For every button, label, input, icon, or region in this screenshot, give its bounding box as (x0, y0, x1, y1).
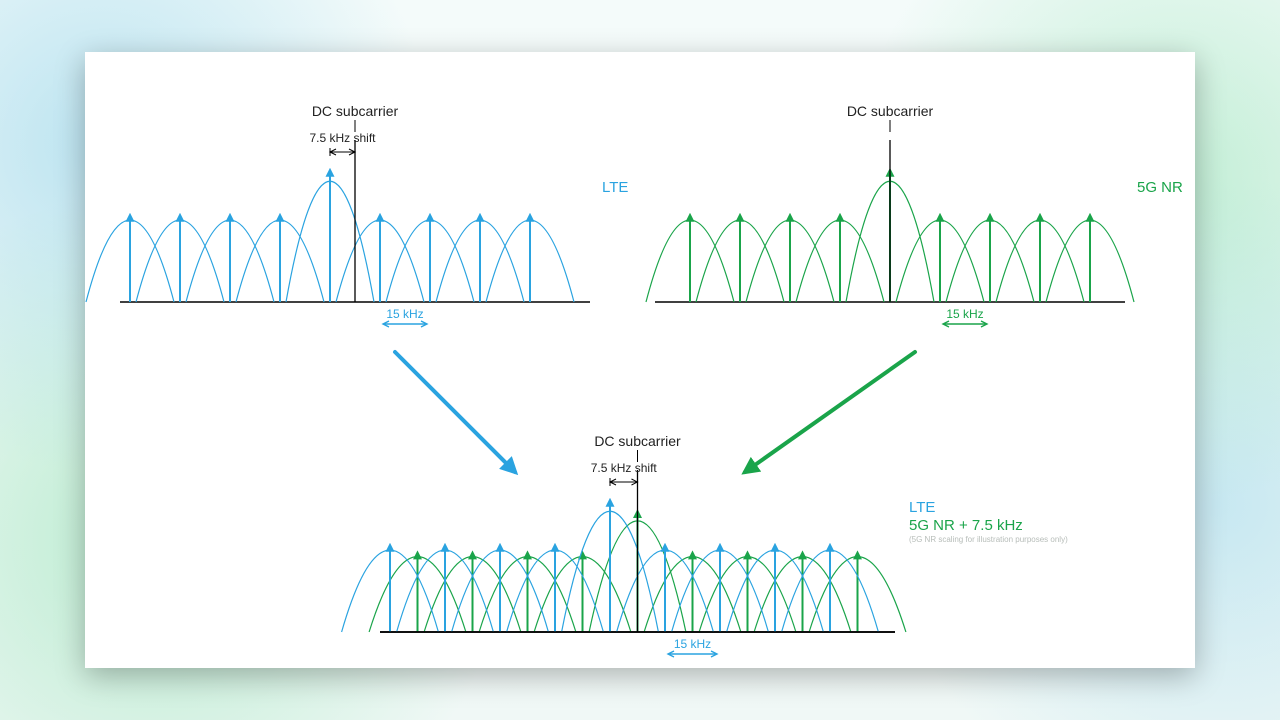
svg-text:LTE: LTE (602, 179, 628, 196)
svg-text:DC subcarrier: DC subcarrier (594, 433, 681, 449)
svg-text:15 kHz: 15 kHz (946, 307, 983, 321)
svg-text:7.5 kHz shift: 7.5 kHz shift (309, 131, 376, 145)
svg-text:15 kHz: 15 kHz (386, 307, 423, 321)
svg-text:5G NR: 5G NR (1137, 179, 1183, 196)
svg-text:7.5 kHz shift: 7.5 kHz shift (591, 461, 658, 475)
diagram-svg: DC subcarrier 7.5 kHz shift 15 kHz LTE DC su… (85, 52, 1195, 668)
svg-text:5G NR + 7.5 kHz: 5G NR + 7.5 kHz (909, 517, 1023, 534)
svg-text:15 kHz: 15 kHz (674, 637, 711, 651)
diagram-card: DC subcarrier 7.5 kHz shift 15 kHz LTE DC su… (85, 52, 1195, 668)
svg-text:DC subcarrier: DC subcarrier (847, 103, 934, 119)
svg-text:(5G NR scaling for illustratio: (5G NR scaling for illustration purposes… (909, 535, 1068, 544)
page-background: DC subcarrier 7.5 kHz shift 15 kHz LTE DC su… (0, 0, 1280, 720)
svg-text:DC subcarrier: DC subcarrier (312, 103, 399, 119)
svg-text:LTE: LTE (909, 499, 935, 516)
